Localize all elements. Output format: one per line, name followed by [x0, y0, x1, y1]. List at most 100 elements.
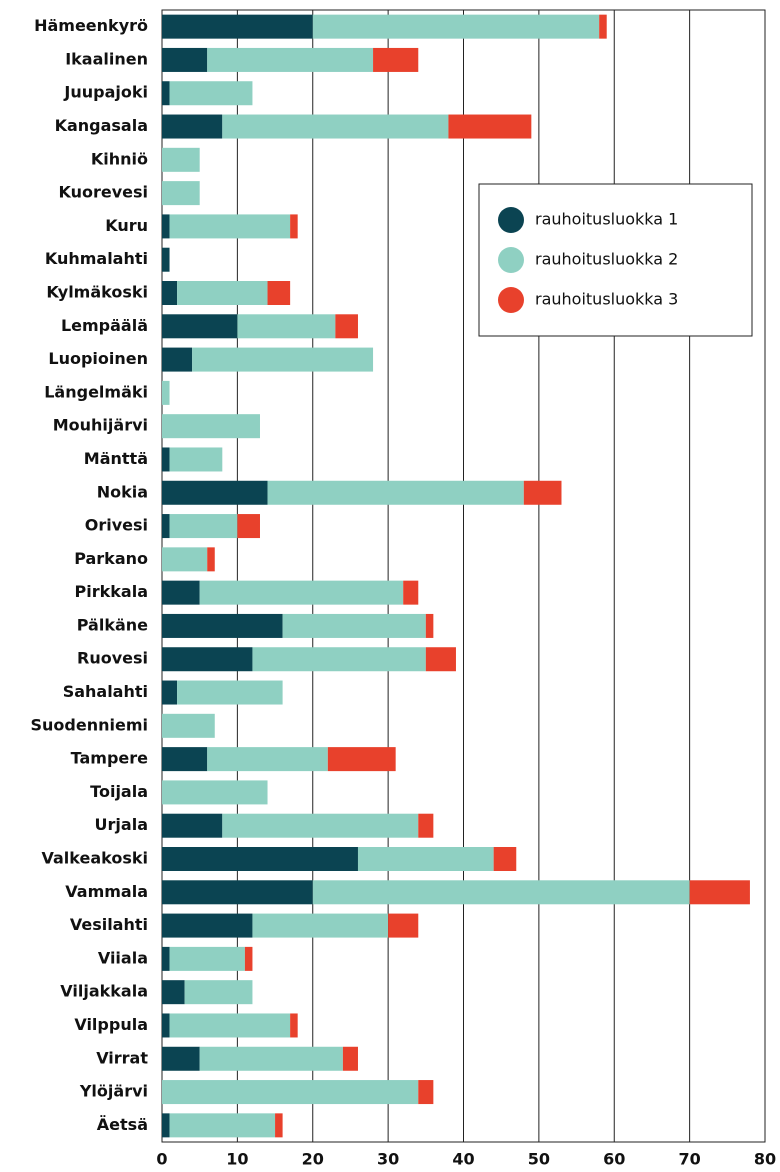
bar-segment — [493, 847, 517, 871]
y-tick-label: Kuorevesi — [58, 183, 148, 202]
legend-swatch — [498, 287, 524, 313]
bar-segment — [162, 1046, 200, 1071]
bar-segment — [388, 913, 419, 938]
y-tick-label: Äetsä — [97, 1115, 148, 1134]
bar-segment — [342, 1046, 358, 1071]
bar-segment — [162, 1113, 170, 1138]
bar-segment — [184, 980, 253, 1005]
bar-segment — [162, 847, 358, 871]
bar-segment — [327, 747, 396, 772]
x-tick-label: 10 — [226, 1150, 248, 1169]
bar-segment — [244, 946, 253, 971]
bar-segment — [418, 813, 434, 838]
y-tick-label: Kangasala — [55, 116, 148, 135]
bar-segment — [162, 780, 268, 805]
legend-label: rauhoitusluokka 3 — [535, 290, 678, 309]
bar-segment — [192, 347, 374, 372]
y-tick-label: Suodenniemi — [31, 715, 148, 734]
bar-segment — [162, 447, 170, 472]
bar-segment — [162, 81, 170, 106]
bar-segment — [162, 147, 200, 172]
bar-segment — [162, 880, 313, 905]
y-tick-label: Valkeakoski — [42, 849, 149, 868]
bar-segment — [199, 580, 404, 605]
bar-segment — [689, 880, 750, 905]
bar-segment — [162, 114, 223, 139]
x-tick-label: 20 — [302, 1150, 324, 1169]
bar-segment — [290, 1013, 298, 1038]
y-tick-label: Nokia — [97, 482, 148, 501]
bar-segment — [523, 480, 562, 505]
bar-segment — [162, 347, 193, 372]
legend-swatch — [498, 247, 524, 273]
bar-segment — [169, 81, 253, 106]
y-tick-label: Virrat — [96, 1048, 148, 1067]
bar-segment — [162, 813, 223, 838]
x-tick-label: 70 — [678, 1150, 700, 1169]
y-tick-label: Kihniö — [91, 149, 148, 168]
bar-segment — [312, 880, 690, 905]
bar-segment — [162, 1080, 419, 1105]
y-tick-label: Pirkkala — [75, 582, 148, 601]
bar-segment — [207, 747, 328, 772]
bar-segment — [267, 480, 524, 505]
y-tick-label: Kylmäkoski — [46, 283, 148, 302]
y-tick-label: Ikaalinen — [65, 49, 148, 68]
bar-segment — [275, 1113, 283, 1138]
bar-segment — [162, 980, 185, 1005]
bar-segment — [169, 1013, 291, 1038]
x-tick-label: 60 — [603, 1150, 625, 1169]
y-tick-label: Längelmäki — [44, 382, 148, 401]
bar-segment — [162, 514, 170, 539]
bar-segment — [162, 414, 260, 439]
bar-segment — [357, 847, 494, 871]
y-tick-label: Lempäälä — [61, 316, 148, 335]
x-tick-label: 80 — [754, 1150, 776, 1169]
y-tick-label: Luopioinen — [48, 349, 148, 368]
bar-segment — [162, 713, 215, 738]
bar-segment — [169, 1113, 276, 1138]
y-tick-label: Kuru — [105, 216, 148, 235]
legend-swatch — [498, 207, 524, 233]
x-tick-label: 40 — [452, 1150, 474, 1169]
y-tick-label: Viiala — [98, 948, 148, 967]
y-tick-label: Orivesi — [85, 516, 148, 535]
bar-segment — [252, 913, 389, 938]
y-tick-label: Tampere — [71, 749, 149, 768]
bar-segment — [222, 114, 449, 139]
legend-label: rauhoitusluokka 1 — [535, 210, 678, 229]
y-tick-label: Vilppula — [74, 1015, 148, 1034]
bar-segment — [312, 14, 600, 39]
y-tick-label: Ruovesi — [77, 649, 148, 668]
y-tick-label: Mänttä — [84, 449, 148, 468]
x-tick-label: 50 — [528, 1150, 550, 1169]
bar-segment — [169, 514, 238, 539]
bar-segment — [403, 580, 419, 605]
y-tick-label: Parkano — [74, 549, 148, 568]
bar-segment — [199, 1046, 343, 1071]
legend-label: rauhoitusluokka 2 — [535, 250, 678, 269]
bar-segment — [162, 913, 253, 938]
bar-segment — [162, 647, 253, 672]
bar-segment — [373, 47, 419, 72]
bar-segment — [162, 480, 268, 505]
bar-segment — [252, 647, 426, 672]
bar-segment — [177, 281, 268, 305]
bar-segment — [282, 613, 426, 638]
bar-segment — [162, 181, 200, 206]
bar-segment — [207, 47, 374, 72]
y-tick-label: Urjala — [95, 815, 148, 834]
bar-segment — [162, 47, 208, 72]
bar-segment — [237, 314, 336, 339]
x-tick-label: 30 — [377, 1150, 399, 1169]
bar-segment — [177, 680, 283, 705]
bar-segment — [425, 647, 456, 672]
bar-segment — [162, 214, 170, 239]
bar-segment — [290, 214, 298, 239]
y-tick-label: Viljakkala — [60, 982, 148, 1001]
y-tick-label: Vesilahti — [70, 915, 148, 934]
y-tick-label: Pälkäne — [77, 615, 148, 634]
y-tick-label: Toijala — [90, 782, 148, 801]
bar-segment — [162, 14, 313, 39]
